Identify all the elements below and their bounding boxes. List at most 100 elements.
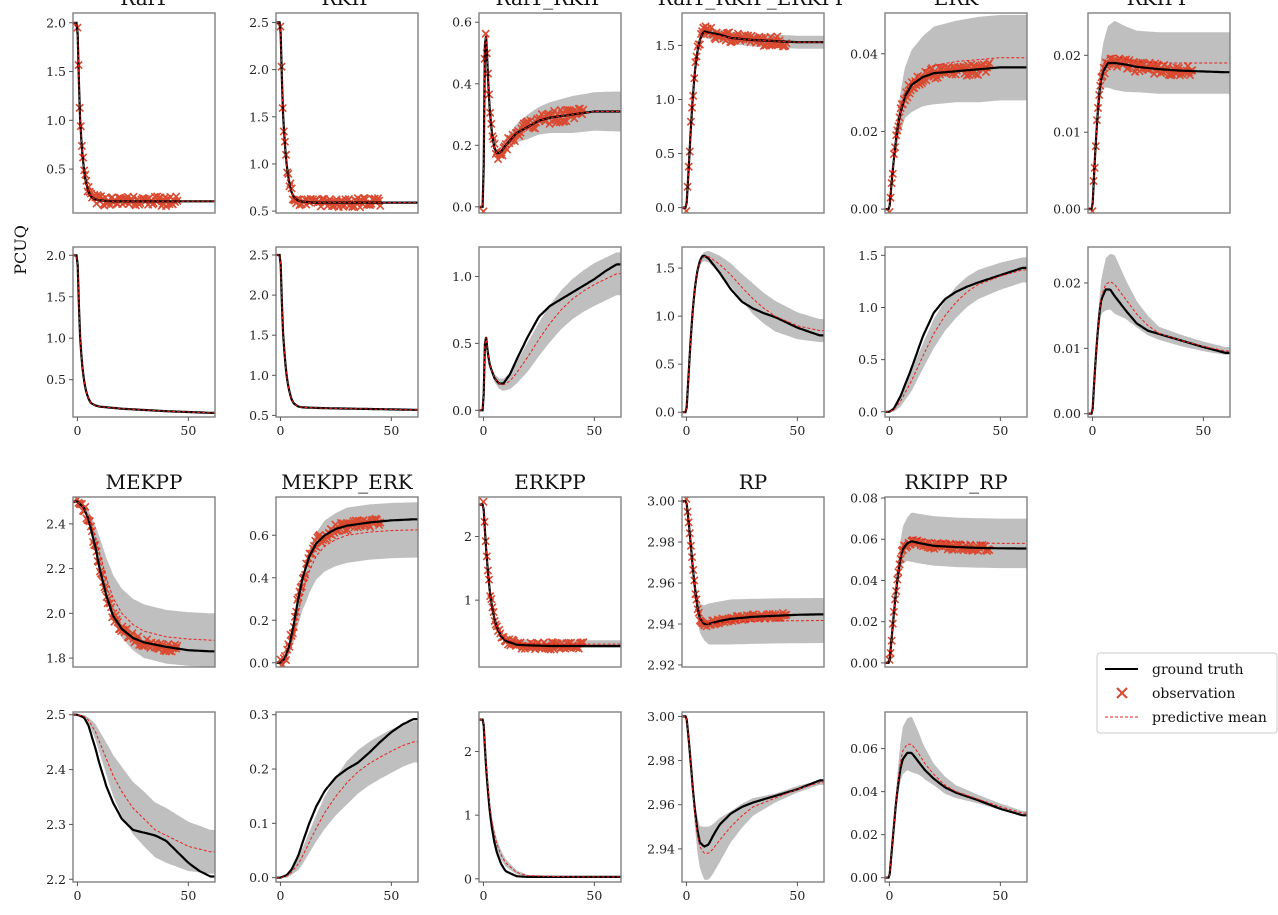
y-tick-label: 2 [464, 529, 472, 544]
axes-frame [275, 246, 419, 418]
panel-9: 0.0 0.5 1.0 1.5 0 50 [655, 246, 825, 438]
panel-6: 0.5 1.0 1.5 2.0 0 50 [46, 246, 216, 438]
uncertainty-band [885, 14, 1027, 210]
y-tick-label: 0.00 [850, 870, 878, 885]
y-tick-label: 2.92 [647, 657, 675, 672]
observation-marker [479, 207, 488, 213]
ground-truth-line [276, 718, 418, 879]
y-tick-label: 1.5 [655, 261, 675, 276]
y-tick-label: 0.02 [850, 827, 878, 842]
plot-area [682, 497, 824, 645]
y-tick-label: 2.3 [46, 817, 66, 832]
observation-marker [560, 117, 569, 126]
y-tick-label: 0.5 [46, 162, 66, 177]
plot-area [682, 715, 824, 880]
plot-area [885, 716, 1027, 879]
plot-area [885, 512, 1027, 665]
y-tick-label: 0.5 [46, 372, 66, 387]
predictive-mean-line [885, 269, 1027, 413]
panel-17: 2.2 2.3 2.4 2.5 0 50 [46, 707, 216, 903]
plot-area [479, 497, 621, 654]
plot-area [276, 253, 418, 411]
plot-area [73, 713, 215, 878]
observation-marker [579, 638, 588, 647]
y-tick-label: 2.4 [46, 516, 66, 531]
axes-frame [478, 711, 622, 883]
y-tick-label: 2.98 [647, 753, 675, 768]
predictive-mean-line [276, 21, 418, 204]
uncertainty-band [479, 719, 621, 878]
y-tick-label: 1.8 [46, 651, 66, 666]
ground-truth-line [885, 266, 1027, 413]
x-tick-label: 50 [180, 888, 196, 903]
predictive-mean-line [276, 741, 418, 879]
ground-truth-line [885, 540, 1027, 664]
axes-frame [72, 12, 216, 214]
uncertainty-band [276, 502, 418, 663]
y-tick-label: 1.5 [46, 64, 66, 79]
predictive-mean-line [682, 500, 824, 625]
uncertainty-band [479, 35, 621, 207]
y-tick-label: 0.0 [858, 404, 878, 419]
x-tick-label: 0 [1088, 423, 1096, 438]
predictive-mean-line [479, 273, 621, 411]
uncertainty-band [479, 504, 621, 648]
axes-frame [884, 246, 1028, 418]
observation-marker [766, 32, 775, 41]
axes-frame [478, 12, 622, 214]
panel-20: 2.94 2.96 2.98 3.00 0 50 [647, 709, 825, 903]
axes-frame [478, 496, 622, 668]
y-tick-label: 0.02 [1053, 275, 1081, 290]
y-tick-label: 0.1 [249, 816, 269, 831]
y-tick-label: 0.04 [850, 784, 878, 799]
panel-title: RKIPP_RP [904, 470, 1007, 494]
panel-11: 0.00 0.01 0.02 0 50 [1053, 246, 1231, 438]
panel-13: 0.0 0.2 0.4 0.6 MEKPP_ERK [249, 470, 419, 670]
y-tick-label: 2.96 [647, 576, 675, 591]
observation-marker [81, 502, 90, 512]
axes-frame [1087, 12, 1231, 214]
y-tick-label: 0.02 [850, 124, 878, 139]
x-tick-label: 50 [1195, 423, 1211, 438]
plot-area [479, 252, 621, 412]
panel-title: ERKPP [514, 470, 586, 494]
y-tick-label: 3.00 [647, 709, 675, 724]
uncertainty-band [682, 27, 824, 208]
y-tick-label: 1.0 [249, 156, 269, 171]
axes-frame [884, 496, 1028, 668]
y-tick-label: 0.00 [850, 655, 878, 670]
plot-area [276, 718, 418, 879]
axes-frame [884, 12, 1028, 214]
y-tick-label: 2.0 [46, 606, 66, 621]
panel-4: 0.00 0.02 0.04 ERK [850, 0, 1028, 217]
plot-area [276, 21, 418, 212]
x-tick-label: 50 [586, 423, 602, 438]
axes-frame [884, 711, 1028, 883]
ground-truth-line [1088, 61, 1230, 211]
y-tick-label: 1.5 [46, 289, 66, 304]
uncertainty-band [276, 721, 418, 878]
panel-title: RKIPP [1127, 0, 1192, 10]
plot-area [682, 251, 824, 414]
uncertainty-band [73, 501, 215, 667]
legend: ground truth observation predictive mean [1096, 652, 1278, 734]
axes-frame [681, 496, 825, 668]
panel-7: 0.5 1.0 1.5 2.0 2.5 0 50 [249, 246, 419, 438]
y-tick-label: 0.01 [1053, 341, 1081, 356]
ground-truth-line [682, 30, 824, 209]
ground-truth-line [682, 254, 824, 414]
ground-truth-line [276, 253, 418, 411]
y-tick-label: 1.0 [46, 331, 66, 346]
x-tick-label: 0 [479, 888, 487, 903]
panel-12: 1.8 2.0 2.2 2.4 MEKPP [46, 470, 216, 668]
predictive-mean-line [276, 529, 418, 664]
plot-area [1088, 253, 1230, 415]
legend-ground-truth-label: ground truth [1152, 662, 1244, 678]
y-tick-label: 2.4 [46, 762, 66, 777]
plot-area [73, 254, 215, 414]
legend-observation-label: observation [1152, 686, 1235, 702]
x-tick-label: 50 [992, 888, 1008, 903]
legend-observation-swatch [1116, 687, 1128, 699]
y-tick-label: 3.00 [647, 494, 675, 509]
x-tick-label: 50 [586, 888, 602, 903]
